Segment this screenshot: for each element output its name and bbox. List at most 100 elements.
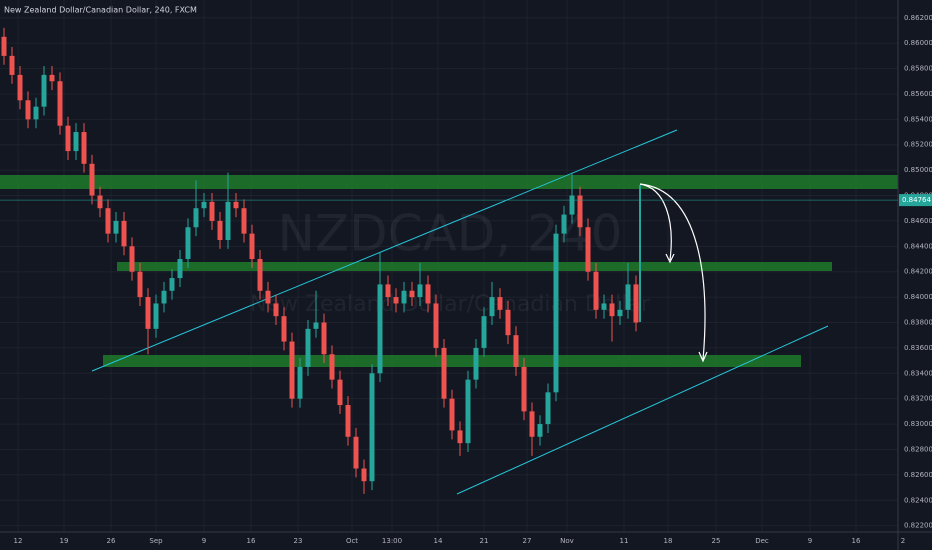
candle-body	[361, 468, 367, 482]
candle-body	[289, 341, 295, 399]
x-tick-label: 26	[107, 537, 116, 545]
candle-body	[401, 290, 407, 304]
x-tick-label: 16	[852, 537, 861, 545]
candle-body	[193, 208, 199, 228]
y-tick-label: 0.84400	[904, 242, 932, 250]
candle-body	[505, 309, 511, 336]
candle-body	[57, 81, 63, 126]
x-tick-label: Dec	[755, 537, 769, 545]
candle-body	[225, 201, 231, 240]
time-axis	[0, 532, 898, 550]
candle-body	[113, 220, 119, 234]
candle-body	[465, 379, 471, 444]
candle-body	[393, 297, 399, 304]
candle-body	[129, 246, 135, 272]
candle-body	[33, 106, 39, 120]
candle-body	[377, 284, 383, 374]
candle-body	[625, 284, 631, 310]
x-tick-label: 27	[523, 537, 532, 545]
candle-body	[497, 297, 503, 310]
candle-body	[585, 227, 591, 272]
candle-body	[121, 220, 127, 247]
candle-body	[617, 309, 623, 317]
y-tick-label: 0.84000	[904, 293, 932, 301]
candle-body	[489, 297, 495, 317]
candle-body	[209, 201, 215, 221]
candle-body	[273, 303, 279, 317]
x-tick-label: 16	[247, 537, 256, 545]
x-tick-label: Sep	[149, 537, 163, 545]
candle-body	[185, 227, 191, 260]
candle-body	[321, 322, 327, 355]
candle-body	[313, 322, 319, 329]
candle-body	[49, 74, 55, 82]
candle-body	[81, 132, 87, 164]
x-tick-label: 9	[202, 537, 206, 545]
y-tick-label: 0.82200	[904, 522, 932, 530]
y-tick-label: 0.84600	[904, 217, 932, 225]
y-tick-label: 0.82800	[904, 445, 932, 453]
candle-body	[17, 74, 23, 101]
x-tick-label: 11	[620, 537, 629, 545]
candle-body	[305, 328, 311, 367]
channel-line	[456, 325, 829, 495]
candle-body	[457, 430, 463, 444]
candle-body	[449, 398, 455, 431]
candle-body	[369, 373, 375, 482]
candle-body	[353, 436, 359, 469]
x-tick-label: 2	[901, 537, 905, 545]
candle-body	[65, 125, 71, 152]
candle-body	[137, 271, 143, 298]
y-tick-label: 0.85000	[904, 166, 932, 174]
candle-body	[89, 163, 95, 196]
candle-body	[257, 259, 263, 291]
candle-body	[161, 290, 167, 304]
last-price-label: 0.84764	[902, 196, 931, 204]
candle-body	[441, 347, 447, 399]
candle-body	[265, 290, 271, 304]
candle-body	[25, 100, 31, 120]
candle-body	[609, 303, 615, 317]
x-tick-label: 18	[664, 537, 673, 545]
y-tick-label: 0.83800	[904, 319, 932, 327]
y-tick-label: 0.85400	[904, 115, 932, 123]
candle-body	[297, 366, 303, 399]
y-tick-label: 0.84200	[904, 268, 932, 276]
candle-body	[153, 303, 159, 329]
arrow-head	[665, 253, 675, 264]
candle-body	[433, 303, 439, 348]
x-tick-label: 9	[808, 537, 812, 545]
x-tick-label: 19	[60, 537, 69, 545]
candle-body	[73, 132, 79, 152]
candle-body	[345, 405, 351, 437]
candle-body	[145, 297, 151, 329]
arrow-head	[698, 351, 708, 363]
y-tick-label: 0.86200	[904, 14, 932, 22]
candle-body	[409, 290, 415, 298]
channel-line	[91, 129, 678, 372]
candle-body	[593, 271, 599, 310]
y-tick-label: 0.83000	[904, 420, 932, 428]
x-tick-label: 21	[480, 537, 489, 545]
candle-body	[217, 220, 223, 240]
candle-body	[97, 195, 103, 209]
y-tick-label: 0.83600	[904, 344, 932, 352]
y-tick-label: 0.82400	[904, 496, 932, 504]
candle-body	[249, 233, 255, 260]
x-tick-label: Nov	[560, 537, 574, 545]
x-tick-label: Oct	[346, 537, 358, 545]
candle-body	[417, 284, 423, 298]
candle-body	[425, 284, 431, 304]
y-tick-label: 0.83400	[904, 369, 932, 377]
x-tick-label: 23	[294, 537, 303, 545]
candle-body	[537, 424, 543, 437]
candle-body	[329, 354, 335, 380]
x-tick-label: 25	[712, 537, 721, 545]
candle-body	[561, 214, 567, 234]
candle-body	[1, 36, 7, 56]
candle-body	[545, 392, 551, 425]
candle-body	[513, 335, 519, 367]
arrow	[639, 183, 672, 261]
